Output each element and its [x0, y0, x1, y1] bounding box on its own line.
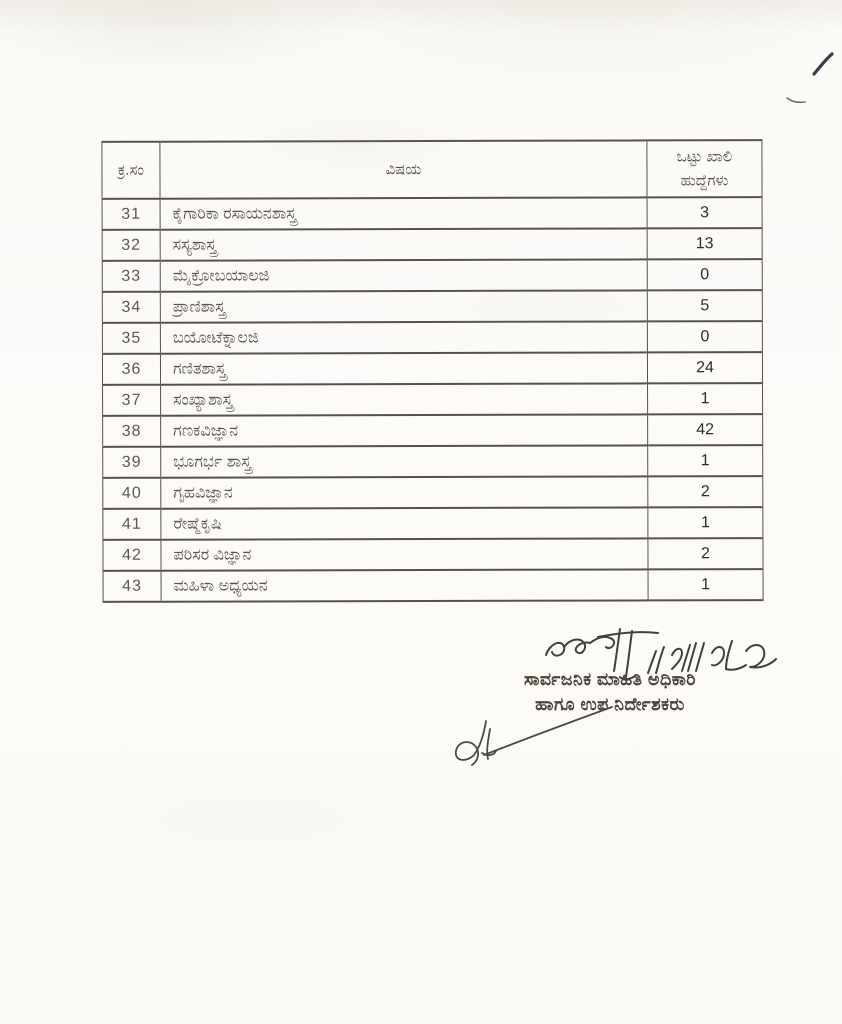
header-serial: ಕ್ರ.ಸಂ — [101, 141, 161, 199]
serial-cell: 35 — [102, 322, 161, 354]
handwritten-signature — [545, 628, 777, 681]
vacancy-cell: 0 — [647, 259, 763, 291]
table-row: 37 ಸಂಖ್ಯಾಶಾಸ್ತ್ರ 1 — [102, 383, 763, 416]
vacancy-cell: 13 — [647, 228, 763, 260]
ink-stroke-mark — [812, 52, 834, 76]
header-vacancies: ಒಟ್ಟು ಖಾಲಿ ಹುದ್ದೆಗಳು — [646, 140, 763, 198]
header-vacancies-line1: ಒಟ್ಟು ಖಾಲಿ — [676, 148, 733, 166]
serial-cell: 38 — [102, 415, 161, 447]
subject-cell: ಸಸ್ಯಶಾಸ್ತ್ರ — [160, 228, 648, 261]
signature-flourish — [454, 706, 613, 766]
subject-cell: ರೇಷ್ಮೆಕೃಷಿ — [160, 507, 648, 540]
signature-title-line2: ಹಾಗೂ ಉಪ ನಿರ್ದೇಶಕರು — [535, 694, 685, 714]
signature-block: ಸಾರ್ವಜನಿಕ ಮಾಹಿತಿ ಅಧಿಕಾರಿ ಹಾಗೂ ಉಪ ನಿರ್ದೇಶ… — [440, 625, 780, 766]
subject-cell: ಗಣಕವಿಜ್ಞಾನ — [160, 414, 648, 447]
table-row: 41 ರೇಷ್ಮೆಕೃಷಿ 1 — [102, 507, 763, 540]
vacancy-cell: 2 — [647, 476, 763, 508]
serial-cell: 39 — [102, 446, 161, 478]
subject-cell: ಭೂಗರ್ಭ ಶಾಸ್ತ್ರ — [160, 445, 648, 478]
vacancy-cell: 1 — [647, 445, 763, 477]
header-vacancies-line2: ಹುದ್ದೆಗಳು — [680, 171, 729, 189]
serial-cell: 41 — [102, 508, 161, 540]
table-row: 43 ಮಹಿಳಾ ಅಧ್ಯಯನ 1 — [103, 569, 764, 602]
table-header-row: ಕ್ರ.ಸಂ ವಿಷಯ ಒಟ್ಟು ಖಾಲಿ ಹುದ್ದೆಗಳು — [101, 140, 763, 199]
subject-cell: ಮಹಿಳಾ ಅಧ್ಯಯನ — [161, 569, 649, 602]
serial-cell: 32 — [102, 229, 161, 261]
table-row: 40 ಗೃಹವಿಜ್ಞಾನ 2 — [102, 476, 763, 509]
subject-cell: ಪ್ರಾಣಿಶಾಸ್ತ್ರ — [160, 290, 648, 323]
subject-cell: ಗೃಹವಿಜ್ಞಾನ — [160, 476, 648, 509]
vacancy-cell: 5 — [647, 290, 763, 322]
serial-cell: 34 — [102, 291, 161, 323]
vacancy-cell: 2 — [647, 538, 764, 570]
vacancy-cell: 3 — [647, 197, 763, 229]
subject-cell: ಬಯೋಟೆಕ್ನಾಲಜಿ — [160, 321, 648, 354]
vacancy-cell: 42 — [647, 414, 763, 446]
subject-cell: ಗಣಿತಶಾಸ್ತ್ರ — [160, 352, 648, 385]
serial-cell: 31 — [102, 198, 161, 230]
serial-cell: 36 — [102, 353, 161, 385]
subject-cell: ಮೈಕ್ರೋಬಯಾಲಜಿ — [160, 259, 648, 292]
table-row: 36 ಗಣಿತಶಾಸ್ತ್ರ 24 — [102, 352, 763, 385]
serial-cell: 37 — [102, 384, 161, 416]
table-row: 33 ಮೈಕ್ರೋಬಯಾಲಜಿ 0 — [102, 259, 763, 292]
serial-cell: 42 — [102, 539, 162, 571]
table-row: 42 ಪರಿಸರ ವಿಜ್ಞಾನ 2 — [102, 538, 764, 571]
table-row: 31 ಕೈಗಾರಿಕಾ ರಸಾಯನಶಾಸ್ತ್ರ 3 — [102, 197, 763, 230]
vacancy-cell: 1 — [647, 507, 763, 539]
vacancy-cell: 24 — [647, 352, 763, 384]
vacancy-cell: 1 — [648, 569, 764, 601]
subject-cell: ಸಂಖ್ಯಾಶಾಸ್ತ್ರ — [160, 383, 648, 416]
signature-title-line1: ಸಾರ್ವಜನಿಕ ಮಾಹಿತಿ ಅಧಿಕಾರಿ — [523, 669, 697, 689]
subject-cell: ಕೈಗಾರಿಕಾ ರಸಾಯನಶಾಸ್ತ್ರ — [160, 197, 648, 230]
subject-cell: ಪರಿಸರ ವಿಜ್ಞಾನ — [160, 538, 649, 571]
table-row: 39 ಭೂಗರ್ಭ ಶಾಸ್ತ್ರ 1 — [102, 445, 763, 478]
table-row: 38 ಗಣಕವಿಜ್ಞಾನ 42 — [102, 414, 763, 447]
table-row: 32 ಸಸ್ಯಶಾಸ್ತ್ರ 13 — [102, 228, 763, 261]
table-row: 35 ಬಯೋಟೆಕ್ನಾಲಜಿ 0 — [102, 321, 763, 354]
vacancy-table: ಕ್ರ.ಸಂ ವಿಷಯ ಒಟ್ಟು ಖಾಲಿ ಹುದ್ದೆಗಳು 31 ಕೈಗಾ… — [101, 139, 764, 603]
header-subject: ವಿಷಯ — [159, 140, 648, 199]
serial-cell: 33 — [102, 260, 161, 292]
serial-cell: 43 — [103, 570, 162, 602]
vacancy-cell: 0 — [647, 321, 763, 353]
ink-dash-mark — [786, 97, 806, 104]
vacancy-cell: 1 — [647, 383, 763, 415]
serial-cell: 40 — [102, 477, 161, 509]
table-row: 34 ಪ್ರಾಣಿಶಾಸ್ತ್ರ 5 — [102, 290, 763, 323]
